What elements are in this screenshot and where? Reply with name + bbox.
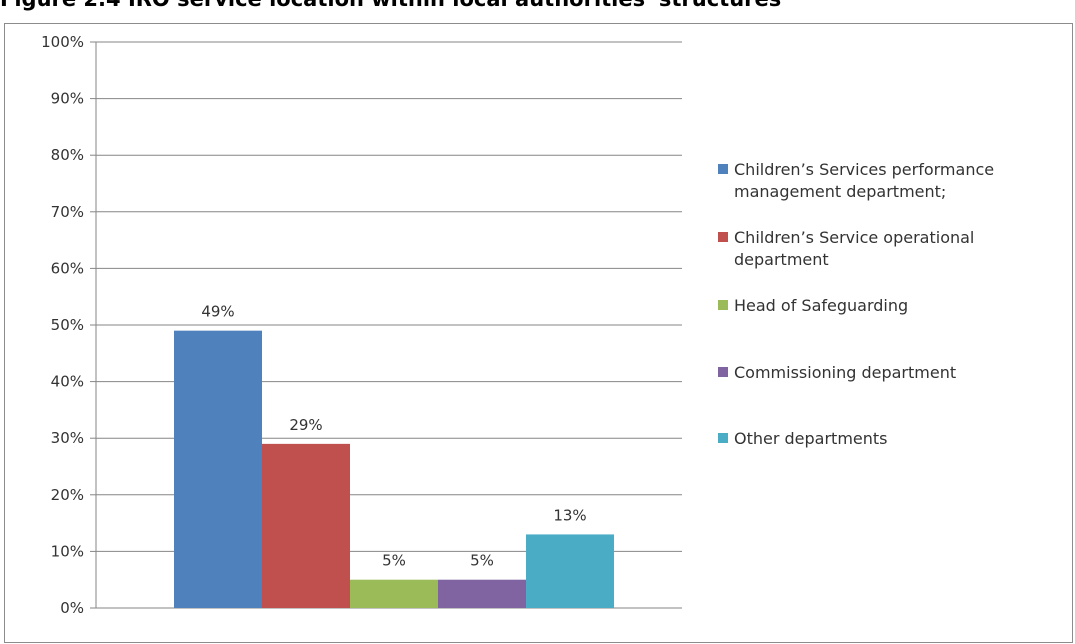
y-tick-label: 10%: [51, 542, 84, 560]
bar: [350, 579, 438, 608]
data-label: 5%: [382, 552, 406, 570]
bars: [174, 330, 614, 608]
y-tick-label: 80%: [51, 146, 84, 164]
y-tick-label: 30%: [51, 429, 84, 447]
legend-swatch: [718, 433, 728, 443]
figure-title: Figure 2.4 IRO service location within l…: [0, 0, 781, 12]
bar: [262, 443, 350, 608]
legend: Children’s Services performance managemen…: [718, 160, 994, 448]
bar-chart: 0% 10% 20% 30% 40% 50% 60% 70% 80% 90% 100% 49% 29%…: [41, 33, 994, 617]
legend-swatch: [718, 300, 728, 310]
legend-swatch: [718, 367, 728, 377]
legend-label: Head of Safeguarding: [734, 296, 908, 315]
y-tick-label: 40%: [51, 373, 84, 391]
chart-frame: 0% 10% 20% 30% 40% 50% 60% 70% 80% 90% 100% 49% 29%…: [4, 23, 1073, 643]
legend-label: department: [734, 250, 829, 269]
y-tick-label: 60%: [51, 259, 84, 277]
y-tick-label: 100%: [41, 33, 84, 51]
data-label: 49%: [201, 303, 234, 321]
y-tick-label: 90%: [51, 90, 84, 108]
y-tick-label: 70%: [51, 203, 84, 221]
legend-label: Children’s Service operational: [734, 228, 974, 247]
legend-label: Commissioning department: [734, 363, 956, 382]
legend-label: management department;: [734, 182, 946, 201]
bar: [526, 534, 614, 608]
legend-label: Children’s Services performance: [734, 160, 994, 179]
y-tick-label: 0%: [60, 599, 84, 617]
legend-label: Other departments: [734, 429, 888, 448]
data-labels: 49% 29% 5% 5% 13%: [201, 303, 586, 570]
y-axis: 0% 10% 20% 30% 40% 50% 60% 70% 80% 90% 100%: [41, 33, 97, 617]
data-label: 13%: [553, 506, 586, 524]
y-tick-label: 50%: [51, 316, 84, 334]
bar: [174, 330, 262, 608]
legend-swatch: [718, 232, 728, 242]
data-label: 29%: [289, 416, 322, 434]
y-tick-label: 20%: [51, 486, 84, 504]
bar: [438, 579, 526, 608]
legend-swatch: [718, 164, 728, 174]
data-label: 5%: [470, 552, 494, 570]
